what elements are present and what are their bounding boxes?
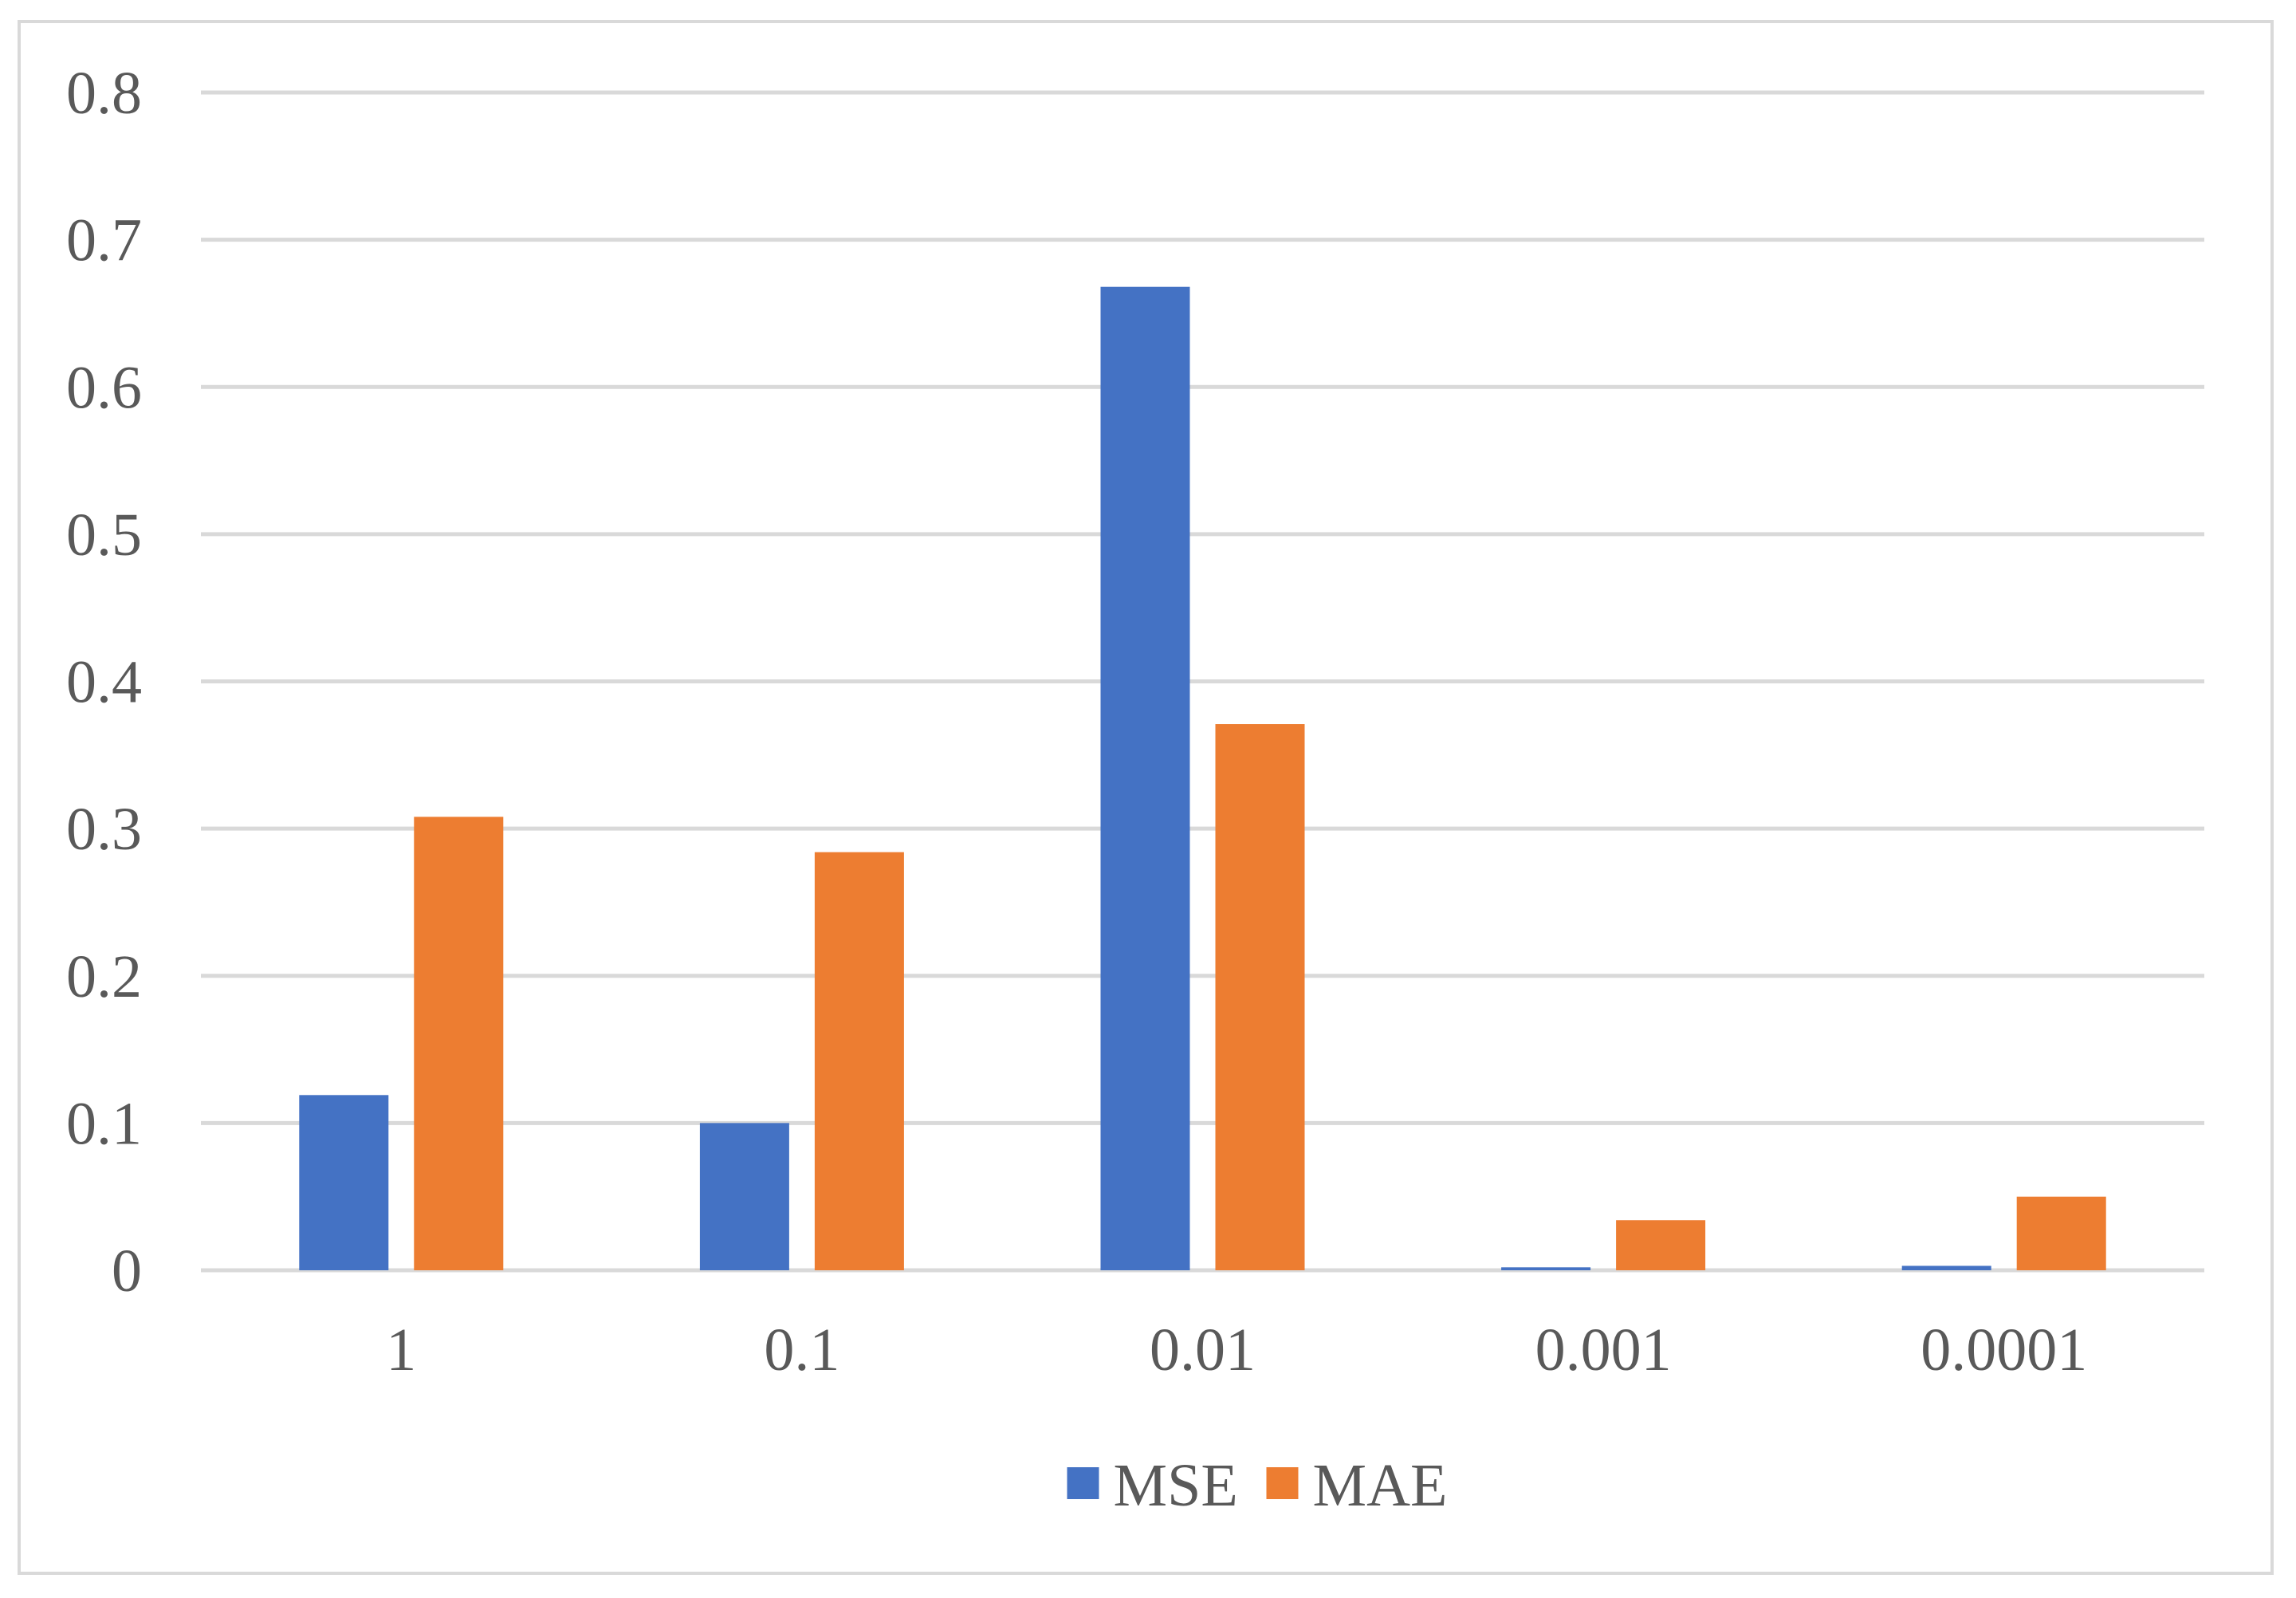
y-tick-label: 0.4 — [66, 649, 142, 716]
y-axis-tick-labels: 0 0.1 0.2 0.3 0.4 0.5 0.6 0.7 0.8 — [66, 60, 142, 1305]
bar-mse-4 — [1901, 1265, 1991, 1270]
y-tick-label: 0.3 — [66, 796, 142, 863]
legend-swatch-mse — [1067, 1467, 1099, 1499]
bars — [299, 286, 2106, 1271]
y-tick-label: 0.6 — [66, 354, 142, 421]
x-tick-label: 1 — [386, 1317, 416, 1383]
bar-mse-3 — [1501, 1267, 1591, 1270]
y-tick-label: 0.5 — [66, 502, 142, 569]
y-tick-label: 0.1 — [66, 1090, 142, 1157]
legend: MSE MAE — [1067, 1452, 1448, 1519]
y-tick-label: 0 — [112, 1238, 142, 1305]
bar-mae-1 — [814, 852, 904, 1270]
y-tick-label: 0.7 — [66, 207, 142, 274]
legend-label-mse: MSE — [1114, 1452, 1238, 1519]
x-tick-label: 0.001 — [1535, 1317, 1672, 1383]
bar-mse-1 — [699, 1123, 789, 1270]
x-tick-label: 0.01 — [1150, 1317, 1256, 1383]
bar-mae-4 — [2016, 1196, 2106, 1270]
y-tick-label: 0.2 — [66, 943, 142, 1010]
y-tick-label: 0.8 — [66, 60, 142, 127]
bar-mse-2 — [1100, 286, 1190, 1271]
bar-mae-3 — [1616, 1220, 1706, 1270]
gridlines — [201, 90, 2204, 1273]
legend-swatch-mae — [1266, 1467, 1299, 1499]
bar-mae-2 — [1215, 724, 1305, 1270]
x-axis-tick-labels: 1 0.1 0.01 0.001 0.0001 — [386, 1317, 2087, 1383]
x-tick-label: 0.1 — [764, 1317, 839, 1383]
bar-mse-0 — [299, 1095, 389, 1270]
legend-label-mae: MAE — [1313, 1452, 1448, 1519]
bar-mae-0 — [414, 817, 504, 1270]
x-tick-label: 0.0001 — [1921, 1317, 2087, 1383]
